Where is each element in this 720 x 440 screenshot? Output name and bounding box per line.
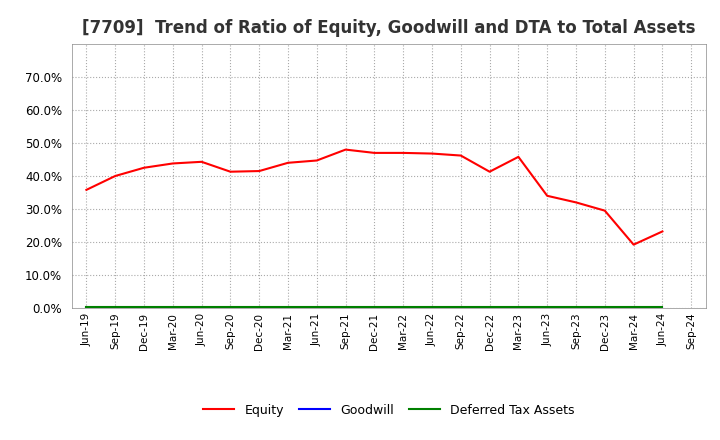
Deferred Tax Assets [341, 304, 350, 310]
Goodwill [312, 305, 321, 311]
Goodwill [341, 305, 350, 311]
Equity [370, 150, 379, 156]
Equity [658, 229, 667, 234]
Equity [485, 169, 494, 174]
Equity [82, 187, 91, 193]
Deferred Tax Assets [140, 304, 148, 310]
Equity [140, 165, 148, 170]
Goodwill [485, 305, 494, 311]
Equity [226, 169, 235, 174]
Goodwill [111, 305, 120, 311]
Line: Equity: Equity [86, 150, 662, 245]
Goodwill [197, 305, 206, 311]
Goodwill [600, 305, 609, 311]
Equity [456, 153, 465, 158]
Equity [629, 242, 638, 247]
Deferred Tax Assets [543, 304, 552, 310]
Goodwill [226, 305, 235, 311]
Equity [197, 159, 206, 165]
Goodwill [82, 305, 91, 311]
Deferred Tax Assets [226, 304, 235, 310]
Goodwill [140, 305, 148, 311]
Equity [111, 173, 120, 179]
Deferred Tax Assets [428, 304, 436, 310]
Goodwill [168, 305, 177, 311]
Deferred Tax Assets [82, 304, 91, 310]
Deferred Tax Assets [312, 304, 321, 310]
Goodwill [284, 305, 292, 311]
Equity [399, 150, 408, 156]
Equity [168, 161, 177, 166]
Deferred Tax Assets [370, 304, 379, 310]
Deferred Tax Assets [572, 304, 580, 310]
Deferred Tax Assets [658, 304, 667, 310]
Equity [255, 169, 264, 174]
Deferred Tax Assets [197, 304, 206, 310]
Goodwill [514, 305, 523, 311]
Deferred Tax Assets [399, 304, 408, 310]
Equity [572, 200, 580, 205]
Equity [543, 193, 552, 198]
Equity [514, 154, 523, 159]
Goodwill [399, 305, 408, 311]
Deferred Tax Assets [111, 304, 120, 310]
Deferred Tax Assets [168, 304, 177, 310]
Goodwill [658, 305, 667, 311]
Deferred Tax Assets [600, 304, 609, 310]
Legend: Equity, Goodwill, Deferred Tax Assets: Equity, Goodwill, Deferred Tax Assets [198, 399, 580, 422]
Deferred Tax Assets [629, 304, 638, 310]
Goodwill [370, 305, 379, 311]
Goodwill [572, 305, 580, 311]
Goodwill [456, 305, 465, 311]
Goodwill [629, 305, 638, 311]
Deferred Tax Assets [456, 304, 465, 310]
Goodwill [428, 305, 436, 311]
Equity [600, 208, 609, 213]
Equity [428, 151, 436, 156]
Goodwill [255, 305, 264, 311]
Equity [341, 147, 350, 152]
Title: [7709]  Trend of Ratio of Equity, Goodwill and DTA to Total Assets: [7709] Trend of Ratio of Equity, Goodwil… [82, 19, 696, 37]
Equity [284, 160, 292, 165]
Equity [312, 158, 321, 163]
Deferred Tax Assets [514, 304, 523, 310]
Deferred Tax Assets [284, 304, 292, 310]
Goodwill [543, 305, 552, 311]
Deferred Tax Assets [485, 304, 494, 310]
Deferred Tax Assets [255, 304, 264, 310]
